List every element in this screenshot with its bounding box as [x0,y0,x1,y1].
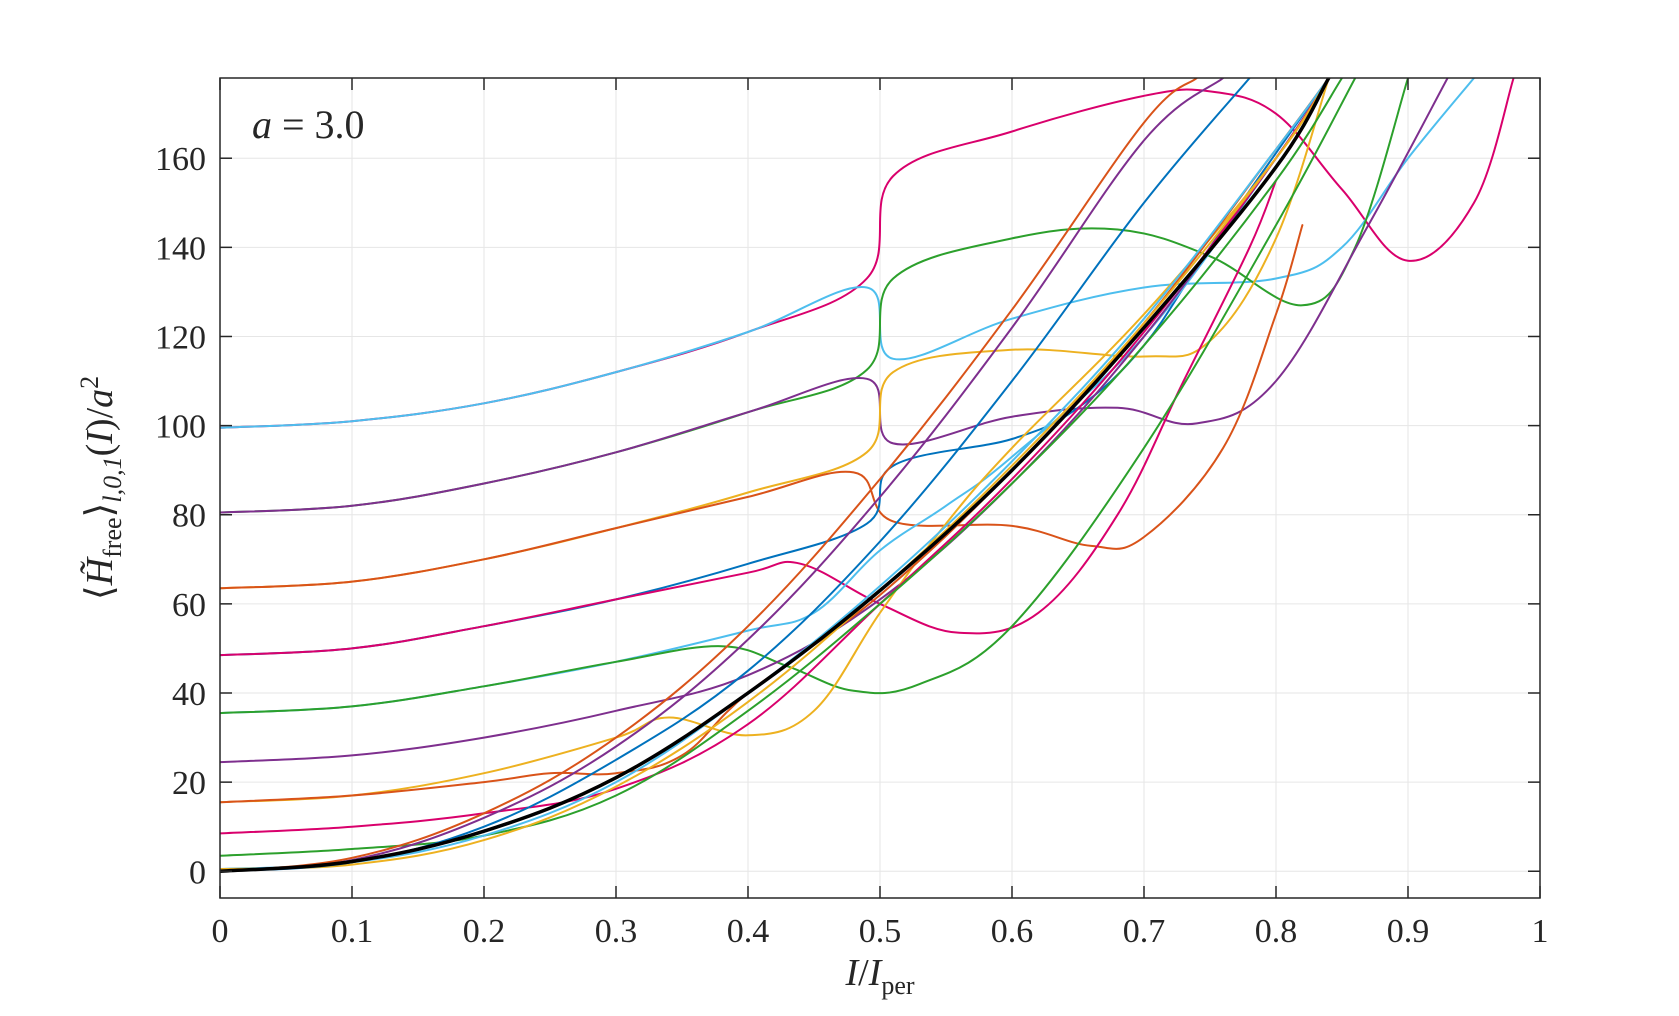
series-line-17 [220,78,1330,870]
annotation-a: a [252,102,272,147]
y-tick-label: 120 [155,319,206,356]
series-line-18 [220,78,1198,873]
y-tick-label: 0 [189,854,206,891]
y-tick-label: 100 [155,409,206,446]
x-tick-label: 1 [1532,913,1549,950]
y-tick-label: 140 [155,230,206,267]
annotation-text: a = 3.0 [252,102,365,147]
series-line-16 [220,78,1330,870]
series-line-6 [220,224,1304,590]
y-tick-label: 60 [172,587,206,624]
x-tick-label: 0.5 [859,913,902,950]
y-tick-label: 80 [172,498,206,535]
svg-text:⟨H̃free⟩l,0,1(I)/a2: ⟨H̃free⟩l,0,1(I)/a2 [75,376,127,600]
series-line-21 [220,78,1331,874]
series-line-12 [220,78,1330,804]
x-tick-label: 0.1 [331,913,374,950]
x-tick-label: 0 [212,913,229,950]
series-layer [220,78,1515,874]
x-tick-label: 0.8 [1255,913,1298,950]
annotation-rest: = 3.0 [272,102,365,147]
ticks: 0 0.1 0.2 0.3 0.4 0.5 0.6 0.7 0.8 0.9 1 0 20 40 60 80 10… [155,78,1549,950]
x-tick-label: 0.6 [991,913,1034,950]
y-tick-label: 20 [172,765,206,802]
x-tick-label: 0.4 [727,913,770,950]
series-line-10 [220,78,1357,715]
x-tick-label: 0.3 [595,913,638,950]
y-tick-label: 40 [172,676,206,713]
x-tick-label: 0.2 [463,913,506,950]
x-tick-label: 0.7 [1123,913,1166,950]
x-axis-label: I/Iper [844,952,914,1000]
series-line-4 [220,78,1449,514]
y-tick-label: 160 [155,141,206,178]
series-line-2 [220,78,1475,429]
y-axis-label: ⟨H̃free⟩l,0,1(I)/a2 [75,376,127,600]
x-tick-label: 0.9 [1387,913,1430,950]
series-line-19 [220,78,1225,873]
